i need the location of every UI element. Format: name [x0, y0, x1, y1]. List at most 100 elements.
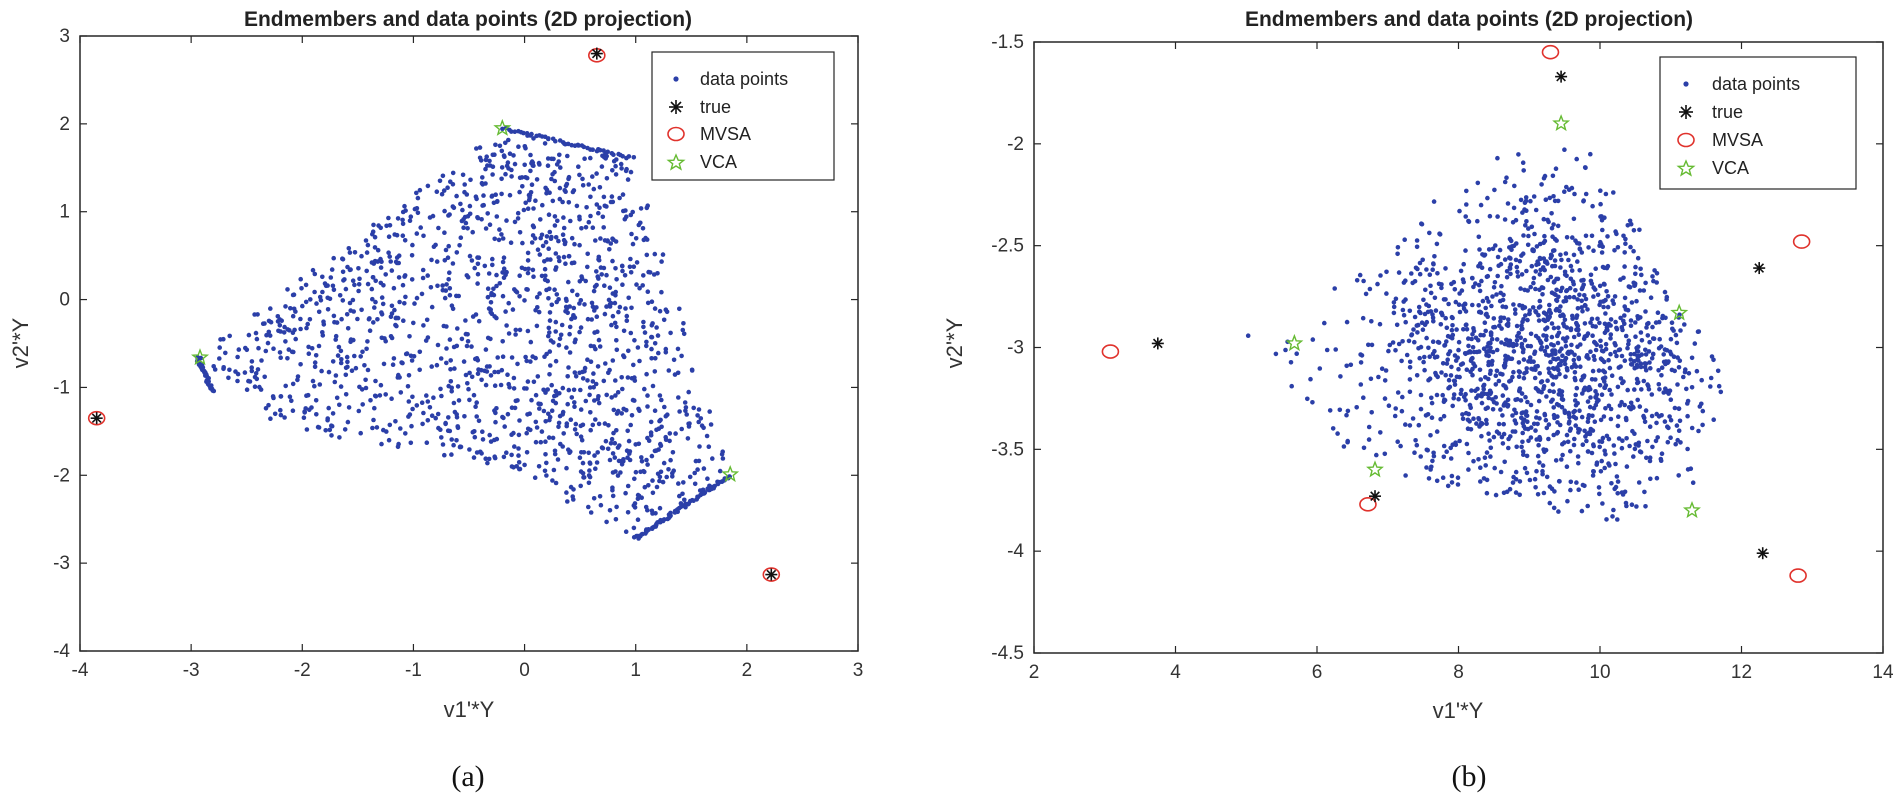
data-point	[459, 218, 465, 224]
data-point	[360, 402, 366, 407]
data-point	[1602, 379, 1607, 384]
data-point	[403, 294, 408, 300]
data-point	[492, 236, 498, 242]
data-point	[1517, 479, 1523, 484]
data-point	[1493, 382, 1499, 387]
data-point	[325, 295, 331, 301]
data-point	[1556, 478, 1562, 484]
data-point	[1459, 387, 1464, 393]
data-point	[1618, 364, 1623, 369]
data-point	[1536, 335, 1541, 341]
data-point	[511, 386, 517, 391]
data-point	[1440, 392, 1445, 398]
data-point	[506, 300, 512, 306]
data-point	[525, 379, 531, 384]
data-point	[588, 194, 593, 200]
data-point	[1574, 156, 1579, 162]
data-point	[1485, 195, 1490, 201]
data-point	[1673, 441, 1678, 447]
data-point	[1565, 498, 1570, 504]
data-point	[1464, 367, 1470, 373]
data-point	[587, 385, 593, 390]
data-point	[1489, 303, 1494, 309]
data-point	[1533, 364, 1538, 369]
data-point	[1430, 339, 1436, 345]
data-point	[1466, 467, 1471, 472]
data-point	[1551, 222, 1556, 227]
data-point	[1567, 419, 1572, 424]
data-point	[425, 418, 431, 423]
data-point	[330, 283, 336, 289]
data-point	[1444, 449, 1449, 455]
data-point	[1505, 404, 1510, 409]
data-point	[1463, 322, 1469, 328]
data-point	[1699, 377, 1704, 383]
data-point	[1656, 345, 1662, 351]
data-point	[1497, 247, 1503, 253]
data-point	[266, 402, 271, 408]
data-point	[1510, 480, 1516, 485]
data-point	[491, 200, 497, 206]
data-point	[571, 305, 577, 311]
data-point	[1528, 284, 1533, 290]
data-point	[570, 189, 576, 195]
data-point	[1533, 428, 1538, 433]
data-point	[443, 420, 448, 426]
data-point	[1577, 268, 1582, 273]
data-point	[1603, 191, 1609, 197]
data-point	[567, 324, 573, 330]
data-point	[302, 409, 307, 414]
data-point	[337, 293, 343, 298]
data-point	[553, 267, 558, 272]
data-point	[1513, 311, 1518, 316]
data-point	[1476, 457, 1481, 462]
data-point	[1631, 454, 1636, 459]
data-point	[1563, 251, 1569, 256]
data-point	[1492, 280, 1498, 285]
data-point	[1448, 456, 1454, 461]
data-point	[342, 427, 348, 432]
data-point	[1558, 313, 1563, 319]
data-point	[1491, 285, 1497, 290]
data-point	[1494, 337, 1500, 342]
data-point	[1606, 461, 1611, 466]
data-point	[1571, 294, 1577, 300]
data-point	[577, 279, 583, 284]
data-point	[1525, 242, 1531, 248]
data-point	[610, 291, 616, 296]
data-point	[410, 242, 415, 248]
data-point	[1515, 274, 1521, 279]
data-point	[433, 415, 439, 421]
data-point	[1416, 346, 1421, 351]
data-point	[1394, 322, 1400, 328]
data-point	[1655, 310, 1661, 316]
data-point	[414, 190, 419, 196]
data-point	[360, 349, 365, 355]
data-point	[537, 162, 542, 167]
data-point	[586, 182, 591, 187]
data-point	[1429, 464, 1434, 470]
data-point	[1641, 413, 1646, 419]
data-point	[396, 372, 401, 378]
data-point	[524, 358, 529, 364]
data-point	[569, 316, 574, 322]
data-point	[490, 152, 496, 158]
data-point	[494, 283, 499, 289]
data-point	[1431, 261, 1436, 267]
data-point	[1607, 365, 1613, 371]
x-tick-label: 2	[742, 660, 753, 681]
data-point	[463, 220, 469, 226]
data-point	[704, 433, 710, 439]
data-point	[1531, 275, 1537, 281]
data-point	[619, 375, 624, 380]
data-point	[588, 343, 594, 349]
data-point	[1337, 407, 1343, 413]
data-point	[1417, 355, 1422, 361]
data-point	[1412, 450, 1417, 456]
data-point	[594, 314, 600, 320]
data-point	[299, 286, 304, 291]
data-point	[644, 371, 649, 377]
data-point	[547, 229, 553, 235]
data-point	[550, 198, 556, 204]
